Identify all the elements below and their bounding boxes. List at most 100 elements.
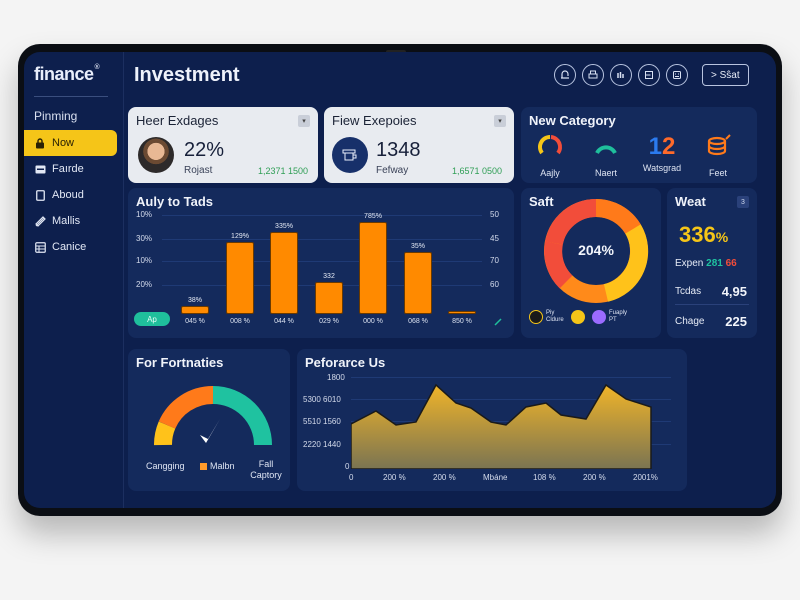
bar[interactable] xyxy=(448,311,476,314)
category-label: Aajly xyxy=(540,168,560,178)
y-tick: 1800 xyxy=(327,373,345,382)
x-tick: 008 % xyxy=(230,318,250,325)
gridline xyxy=(162,215,482,216)
legend-label: Fuaply PT xyxy=(609,310,628,323)
print-button[interactable] xyxy=(582,64,604,86)
sidebar-item-mallis[interactable]: Mallis xyxy=(24,208,124,234)
x-tick: 200 % xyxy=(433,473,456,482)
tablet-icon xyxy=(34,189,46,201)
checkmark-icon xyxy=(200,419,220,443)
calendar-icon xyxy=(673,71,681,79)
x-tick: 2001% xyxy=(633,473,658,482)
expen-row: Expen 281 66 xyxy=(675,258,737,269)
area-chart[interactable] xyxy=(351,377,661,469)
info-badge[interactable]: 3 xyxy=(737,196,749,208)
sidebar-item-label: Now xyxy=(52,137,75,149)
y-tick: 10% xyxy=(136,256,153,265)
card-title: Heer Exdages xyxy=(136,113,219,128)
kpi-card-exdages: Heer Exdages ▾ 22% Rojast 1,2371 1500 xyxy=(128,107,318,183)
sidebar-item-fairde[interactable]: Faırde xyxy=(24,156,124,182)
legend-swatch xyxy=(200,462,207,470)
y-tick: 5510 1560 xyxy=(303,417,341,426)
donut-chart[interactable] xyxy=(543,198,649,304)
bar[interactable] xyxy=(315,282,343,314)
sidebar-item-canice[interactable]: Canice xyxy=(24,234,124,260)
bar[interactable] xyxy=(359,222,387,314)
kpi-secondary-value: 1,2371 1500 xyxy=(258,166,309,176)
x-tick: 200 % xyxy=(383,473,406,482)
category-label: Watsgrad xyxy=(642,163,682,173)
x-tick: 045 % xyxy=(185,318,205,325)
category-item-naert[interactable]: Naert xyxy=(583,133,629,178)
stat-negative: 66 xyxy=(725,258,737,269)
gridline xyxy=(351,377,671,378)
tag-icon xyxy=(34,215,46,227)
bar-chart-card: Auly to Tads 10% 30% 10% 20% 50 45 70 60… xyxy=(128,188,514,338)
stat-unit: % xyxy=(715,229,729,245)
brand-logo[interactable]: finance® xyxy=(34,64,100,85)
bar-label: 332 xyxy=(323,273,335,280)
sidebar-item-label: Aboud xyxy=(52,189,84,201)
stat-label: Expen xyxy=(675,258,704,269)
stat-big-value: 336% xyxy=(679,222,728,248)
card-title: Peforarce Us xyxy=(305,355,386,370)
printer-icon xyxy=(588,70,598,79)
stat-number: 336 xyxy=(679,222,716,247)
bar[interactable] xyxy=(404,252,432,314)
calendar-button[interactable] xyxy=(666,64,688,86)
card-title: Auly to Tads xyxy=(136,194,214,209)
card-title: Saft xyxy=(529,194,554,209)
bar[interactable] xyxy=(226,242,254,314)
layers-icon xyxy=(645,71,653,79)
stat-positive: 281 xyxy=(706,258,723,269)
bar-label: 35% xyxy=(410,243,425,250)
stat-label: Chage xyxy=(675,316,705,327)
x-tick: 850 % xyxy=(452,318,472,325)
chevron-down-icon[interactable]: ▾ xyxy=(494,115,506,127)
refresh-button[interactable] xyxy=(554,64,576,86)
sidebar-item-now[interactable]: Now xyxy=(24,130,117,156)
x-tick: Mbáne xyxy=(483,473,508,482)
sidebar-nav: Now Faırde Aboud Mallis Canice xyxy=(24,130,124,260)
kpi-label: Fefway xyxy=(376,165,409,176)
sidebar-item-label: Faırde xyxy=(52,163,84,175)
bar-label: 335% xyxy=(275,223,293,230)
donut-center-value: 204% xyxy=(578,242,614,258)
bar[interactable] xyxy=(181,306,209,314)
x-tick: 000 % xyxy=(363,318,383,325)
layers-button[interactable] xyxy=(638,64,660,86)
wallet-icon xyxy=(529,310,543,324)
edit-icon[interactable] xyxy=(494,313,502,331)
category-item-feet[interactable]: Feet xyxy=(695,133,741,178)
header-toolbar: > Sŝat xyxy=(554,64,749,86)
avatar xyxy=(138,137,174,173)
kpi-value: 1348 xyxy=(376,139,421,161)
chevron-down-icon[interactable]: ▾ xyxy=(298,115,310,127)
gauge-label: Malbn xyxy=(210,461,235,471)
sidebar-item-aboud[interactable]: Aboud xyxy=(24,182,124,208)
coins-stack-icon xyxy=(707,134,731,156)
x-tick: 200 % xyxy=(583,473,606,482)
sidebar: finance® Pinming Now Faırde Aboud xyxy=(24,52,124,508)
x-tick: 068 % xyxy=(408,318,428,325)
ring-icon xyxy=(538,135,563,155)
refresh-icon xyxy=(561,70,569,79)
kpi-card-exepoies: Fiew Exepoies ▾ 1348 Fefway 1,6571 0500 xyxy=(324,107,514,183)
gauge-chart[interactable] xyxy=(154,381,272,449)
lock-icon xyxy=(34,137,46,149)
category-item-watsgrad[interactable]: 12 Watsgrad xyxy=(639,133,685,173)
filter-pill[interactable]: Ap xyxy=(134,312,170,326)
y-tick-right: 60 xyxy=(490,280,499,289)
card-title: For Fortnaties xyxy=(136,355,224,370)
category-item-aajly[interactable]: Aajly xyxy=(527,133,573,178)
kpi-label: Rojast xyxy=(184,165,213,176)
gauge-card: For Fortnaties Cangging Malbn Fall Capto… xyxy=(128,349,290,491)
stats-button[interactable] xyxy=(610,64,632,86)
gridline xyxy=(351,399,671,400)
gauge-label: Fall Captory xyxy=(250,459,282,480)
y-tick: 2220 1440 xyxy=(303,440,341,449)
dashboard-screen: finance® Pinming Now Faırde Aboud xyxy=(24,52,776,508)
start-button[interactable]: > Sŝat xyxy=(702,64,749,86)
bar[interactable] xyxy=(270,232,298,314)
bar-label: 38% xyxy=(187,297,202,304)
